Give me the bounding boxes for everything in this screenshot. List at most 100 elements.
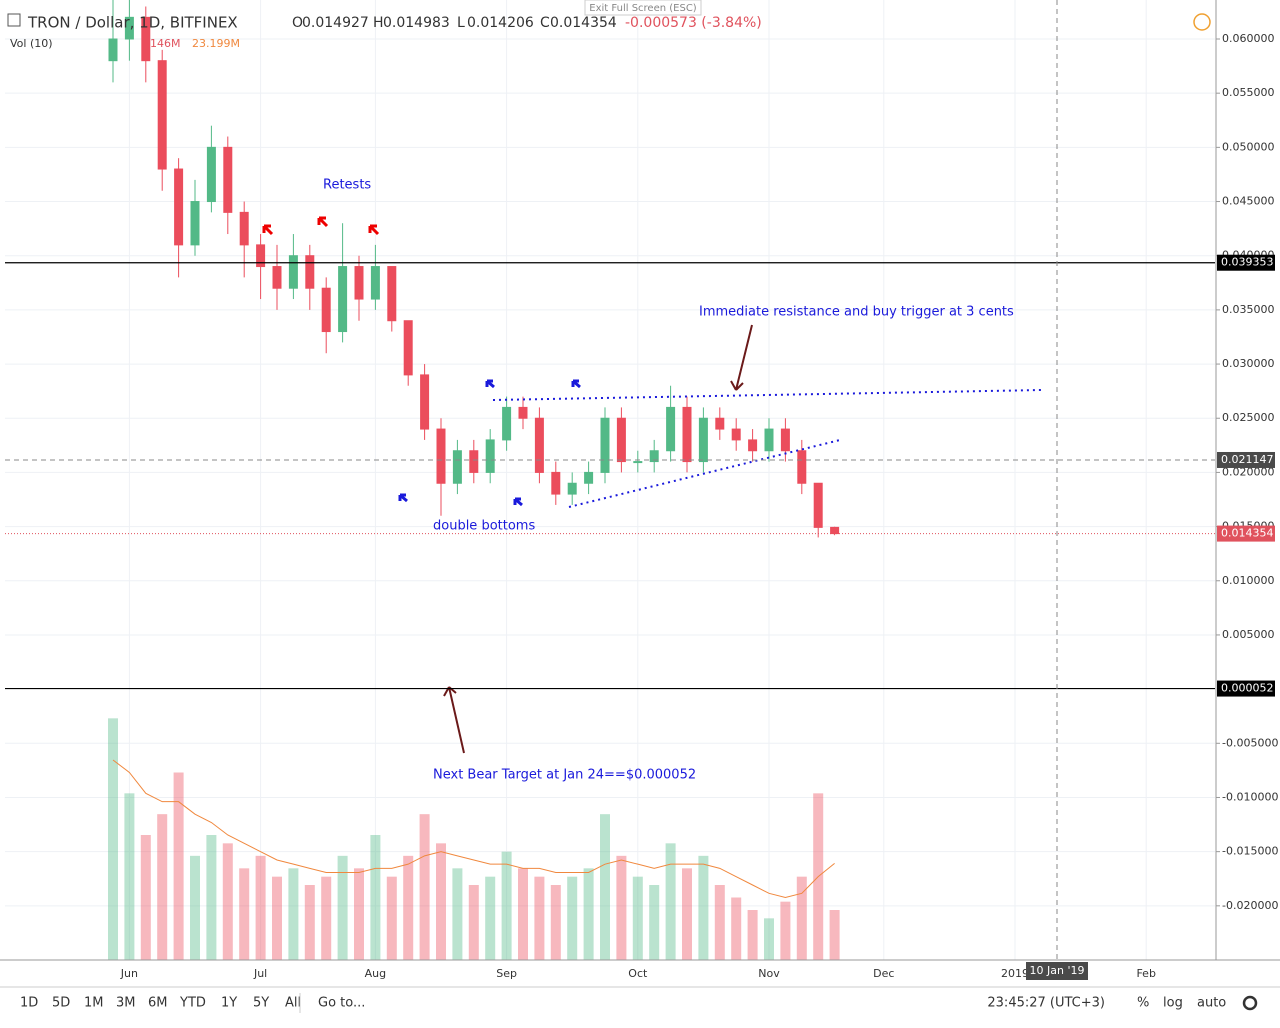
level-label-box xyxy=(1217,680,1275,697)
candle-body xyxy=(288,255,298,289)
volume-bar xyxy=(632,876,643,960)
volume-bar xyxy=(829,910,840,960)
y-tick-label: 0.045000 xyxy=(1222,195,1275,208)
volume-bar xyxy=(649,885,660,960)
retest-arrows xyxy=(262,216,380,236)
candle-body xyxy=(190,201,200,246)
candle-body xyxy=(387,266,397,322)
y-tick-label: 0.030000 xyxy=(1222,357,1275,370)
candle-body xyxy=(780,428,790,452)
volume-bar xyxy=(337,855,348,960)
volume-bar xyxy=(747,910,758,960)
collapse-icon[interactable] xyxy=(7,13,21,27)
candle-body xyxy=(108,38,118,62)
candle-body xyxy=(698,417,708,463)
exit-fullscreen-label[interactable]: Exit Full Screen (ESC) xyxy=(589,3,697,14)
volume-bar xyxy=(321,876,332,960)
range-button[interactable]: All xyxy=(285,996,301,1011)
range-button[interactable]: YTD xyxy=(179,996,206,1011)
ohlc-value: 0.014354 xyxy=(550,15,617,31)
volume-bar xyxy=(108,718,118,960)
range-button[interactable]: 6M xyxy=(148,996,168,1011)
annotation: Immediate resistance and buy trigger at … xyxy=(699,305,1014,320)
volume-bar xyxy=(583,868,594,960)
crosshair-date-box xyxy=(1026,962,1088,980)
candle-body xyxy=(616,417,626,463)
candle-body xyxy=(502,406,512,441)
ohlc-letter: C xyxy=(540,15,550,31)
candle-body xyxy=(469,450,479,473)
range-button[interactable]: 5Y xyxy=(253,996,269,1011)
x-tick-label: Feb xyxy=(1136,967,1155,980)
candle-body xyxy=(174,168,184,246)
candle-body xyxy=(666,406,676,452)
y-tick-label: -0.015000 xyxy=(1222,845,1278,858)
x-tick-label: Jul xyxy=(253,967,267,980)
volume-bar xyxy=(157,814,168,960)
candle-body xyxy=(157,60,167,170)
volume-bar xyxy=(190,855,200,960)
volume-bar xyxy=(698,855,709,960)
ohlc-letter: O xyxy=(292,15,303,31)
volume-bar xyxy=(288,868,299,960)
volume-bar xyxy=(534,876,545,960)
scale-option[interactable]: log xyxy=(1163,996,1183,1011)
exit-fullscreen[interactable] xyxy=(584,0,702,16)
candle-body xyxy=(748,439,758,452)
x-tick-label: Aug xyxy=(365,967,386,980)
candle-body xyxy=(813,482,823,528)
scale-option[interactable]: auto xyxy=(1197,996,1226,1011)
alert-icon[interactable] xyxy=(1193,13,1211,31)
volume-bar xyxy=(665,843,676,960)
volume-bar xyxy=(796,876,807,960)
settings-icon[interactable] xyxy=(1242,995,1258,1011)
x-tick-label: Jun xyxy=(120,967,138,980)
volume-bar xyxy=(272,876,282,960)
price-axis: -0.020000 -0.015000 -0.010000 -0.005000 0.00… xyxy=(0,0,1280,980)
candle-body xyxy=(584,471,594,484)
candle-body xyxy=(124,16,134,40)
volume-bar xyxy=(206,835,217,960)
scale-option[interactable]: % xyxy=(1137,996,1149,1011)
y-tick-label: 0.055000 xyxy=(1222,86,1275,99)
candle-body xyxy=(305,255,315,289)
range-button[interactable]: 1M xyxy=(84,996,104,1011)
y-tick-label: 0.020000 xyxy=(1222,465,1275,478)
candle-body xyxy=(370,266,380,300)
volume-title: Vol (10) xyxy=(10,37,53,50)
y-tick-label: 0.050000 xyxy=(1222,140,1275,153)
volume-bar xyxy=(124,793,135,960)
blue-arrows xyxy=(398,379,581,507)
volume-bar xyxy=(501,851,512,960)
candles xyxy=(108,0,840,538)
candle-body xyxy=(420,374,430,430)
volume-bar xyxy=(731,897,742,960)
candle-body xyxy=(797,450,807,484)
x-tick-label: Oct xyxy=(628,967,648,980)
range-button[interactable]: 1Y xyxy=(221,996,237,1011)
range-button[interactable]: 1D xyxy=(20,996,38,1011)
candle-body xyxy=(206,146,216,203)
goto-button[interactable]: Go to... xyxy=(318,996,365,1011)
level-label: 0.039353 xyxy=(1221,256,1274,269)
candle-body xyxy=(649,450,659,463)
drawings: Retests Immediate resistance and buy tri… xyxy=(262,178,1043,783)
candle-body xyxy=(682,406,692,463)
last-price-box xyxy=(1217,525,1275,542)
range-button[interactable]: 3M xyxy=(116,996,136,1011)
volume-bar xyxy=(436,843,446,960)
candle-body xyxy=(830,526,840,535)
candle-body xyxy=(452,450,462,484)
x-tick-label: Sep xyxy=(496,967,517,980)
candle-body xyxy=(518,406,528,419)
ohlc-value: 0.014206 xyxy=(467,15,534,31)
volume-bar xyxy=(468,885,479,960)
candle-body xyxy=(731,428,741,441)
y-tick-label: 0.035000 xyxy=(1222,303,1275,316)
bottom-toolbar: 1D 5D 1M 3M 6M YTD 1Y 5Y All Go to... 23:45:27 (UT… xyxy=(0,986,1280,1013)
volume-bar xyxy=(452,868,463,960)
range-button[interactable]: 5D xyxy=(52,996,70,1011)
volume-bar xyxy=(419,814,430,960)
crosshair-date-label: 10 Jan '19 xyxy=(1030,964,1085,977)
